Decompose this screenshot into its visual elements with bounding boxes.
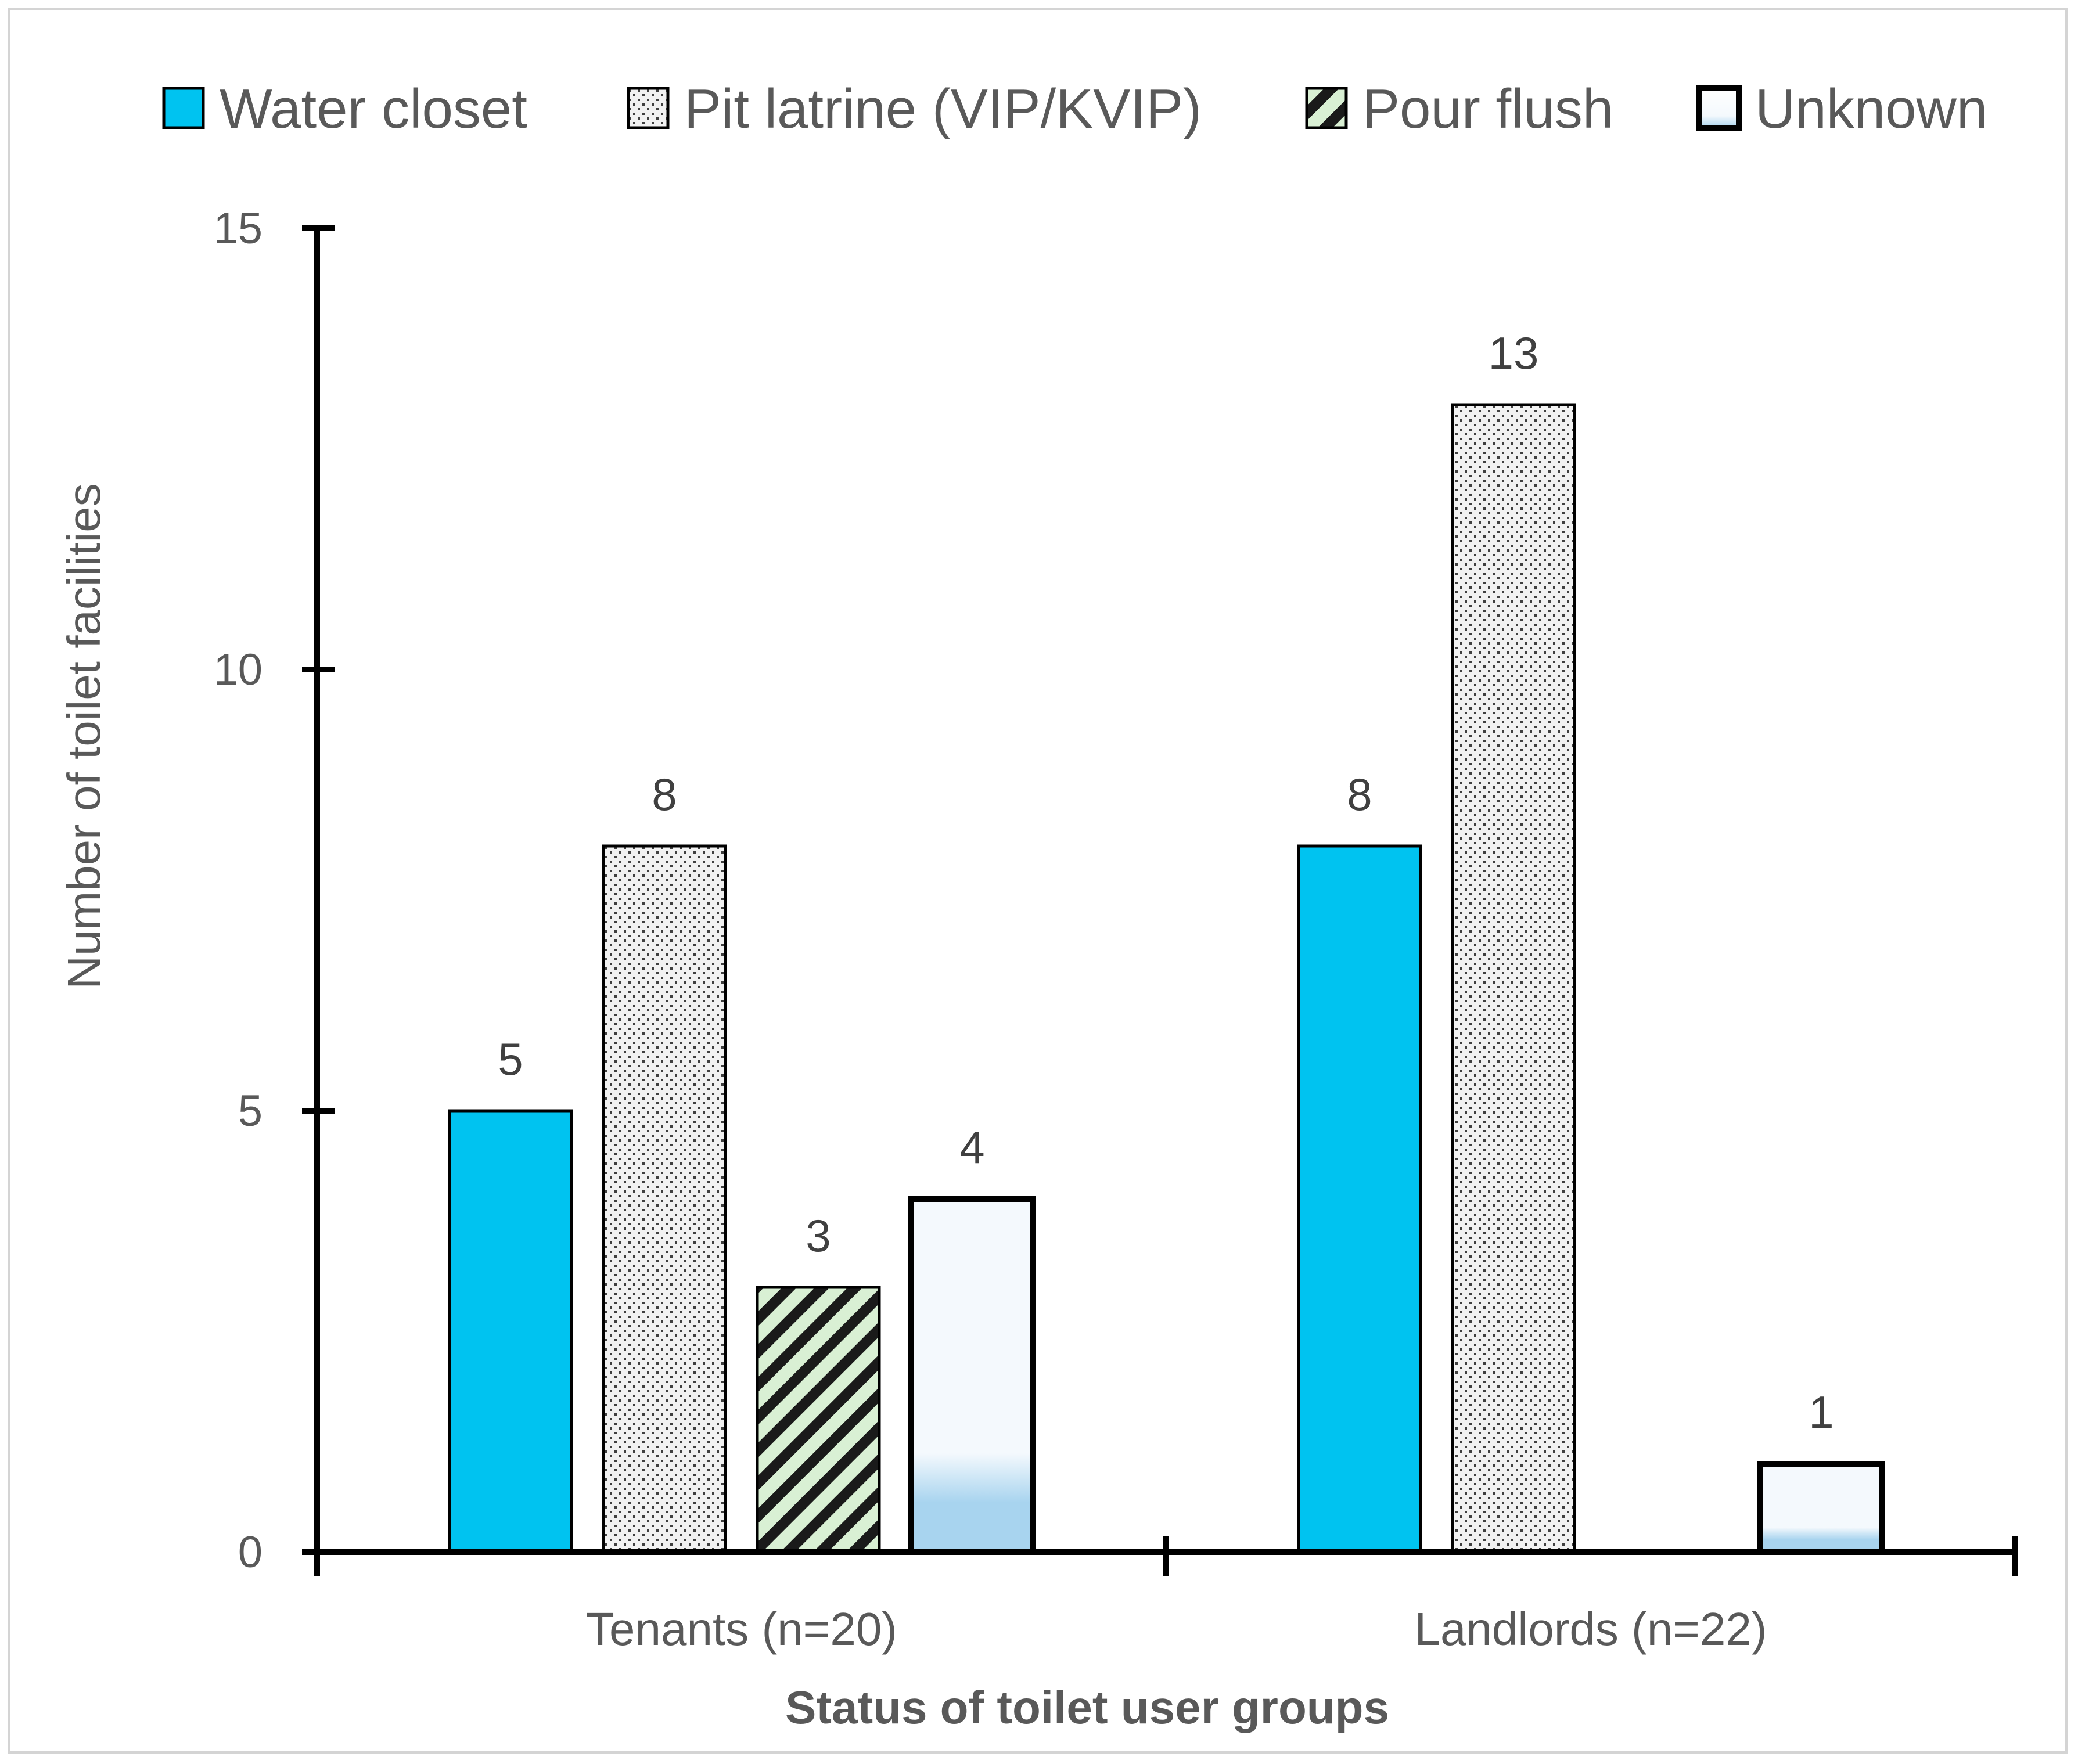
data-label-pit-latrine-vip-kvip-landlords-n-22: 13 xyxy=(1489,327,1539,379)
bars-layer xyxy=(448,403,1885,1555)
y-tick-label: 5 xyxy=(238,1086,263,1136)
y-tick-label: 10 xyxy=(213,645,263,694)
bar-pour-flush-tenants-n-20 xyxy=(756,1286,881,1554)
data-label-pour-flush-tenants-n-20: 3 xyxy=(806,1210,831,1261)
data-label-unknown-landlords-n-22: 1 xyxy=(1809,1387,1833,1438)
bar-water-closet-tenants-n-20 xyxy=(448,1109,573,1554)
category-label-landlords: Landlords (n=22) xyxy=(1414,1603,1767,1655)
legend-label-water-closet: Water closet xyxy=(220,78,527,140)
chart-frame xyxy=(8,8,2068,1754)
legend: Water closet Pit latrine (VIP/KVIP) Pour… xyxy=(162,78,1987,140)
category-label-tenants: Tenants (n=20) xyxy=(586,1603,897,1655)
legend-label-pour-flush: Pour flush xyxy=(1362,78,1613,140)
x-axis-title: Status of toilet user groups xyxy=(785,1682,1389,1733)
data-labels-layer: 5 8 3 4 8 13 1 xyxy=(498,327,1833,1438)
data-label-unknown-tenants-n-20: 4 xyxy=(959,1122,984,1173)
bar-pit-latrine-vip-kvip-tenants-n-20 xyxy=(602,844,727,1554)
legend-label-pit-latrine: Pit latrine (VIP/KVIP) xyxy=(684,78,1202,140)
y-tick-label: 0 xyxy=(238,1528,263,1577)
bar-pit-latrine-vip-kvip-landlords-n-22 xyxy=(1451,403,1576,1554)
legend-swatch-pit-latrine xyxy=(627,87,670,129)
data-label-water-closet-landlords-n-22: 8 xyxy=(1347,769,1372,820)
y-tick-label: 15 xyxy=(213,204,263,253)
axes xyxy=(302,228,2018,1576)
legend-swatch-unknown xyxy=(1696,85,1742,131)
bar-water-closet-landlords-n-22 xyxy=(1297,844,1422,1554)
y-axis-title: Number of toilet facilities xyxy=(58,483,110,989)
y-ticks: 0 5 10 15 xyxy=(213,204,335,1577)
data-label-pit-latrine-vip-kvip-tenants-n-20: 8 xyxy=(652,769,677,820)
data-label-water-closet-tenants-n-20: 5 xyxy=(498,1034,523,1085)
legend-swatch-pour-flush xyxy=(1305,87,1348,129)
bar-unknown-tenants-n-20 xyxy=(908,1196,1036,1555)
legend-swatch-water-closet xyxy=(162,87,205,129)
legend-label-unknown: Unknown xyxy=(1755,78,1987,140)
bar-unknown-landlords-n-22 xyxy=(1757,1461,1885,1555)
